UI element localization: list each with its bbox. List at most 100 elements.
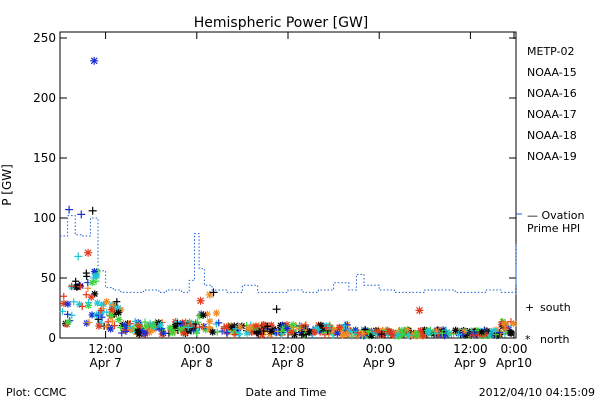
data-point (231, 331, 239, 339)
data-point (478, 328, 486, 336)
data-point (209, 288, 218, 297)
plot-frame (59, 31, 517, 339)
data-point (253, 329, 261, 337)
data-point (195, 323, 203, 331)
data-point (500, 320, 508, 328)
data-point (298, 331, 306, 339)
data-point (96, 310, 104, 318)
data-point (184, 324, 192, 332)
data-point (442, 326, 450, 334)
ovation-path (60, 215, 517, 295)
data-point (364, 327, 372, 335)
x-tick-label-date: Apr 8 (272, 356, 304, 370)
data-point (90, 56, 99, 65)
data-point (141, 329, 149, 337)
data-point (103, 323, 111, 331)
data-point (260, 327, 268, 335)
legend-metp-02: METP-02 (527, 45, 575, 58)
data-point (82, 291, 90, 299)
data-point (264, 322, 272, 330)
data-point (454, 330, 462, 338)
data-point (236, 330, 244, 338)
ovation-prime-hpi-line (60, 213, 522, 295)
data-point (108, 317, 116, 325)
data-point (311, 328, 319, 336)
x-tick-label-time: 0:00 (501, 342, 528, 356)
footer-timestamp: 2012/04/10 04:15:09 (479, 386, 595, 399)
y-tick-label: 150 (33, 151, 56, 165)
y-tick-label: 50 (41, 271, 56, 285)
x-tick-label-time: 0:00 (366, 342, 393, 356)
data-point (78, 302, 86, 310)
data-point (405, 331, 413, 339)
data-point (447, 330, 455, 338)
data-point (64, 300, 72, 308)
data-point (506, 329, 514, 337)
data-point (131, 317, 139, 325)
data-point (115, 309, 123, 317)
data-point (166, 324, 174, 332)
data-point (107, 311, 115, 319)
data-point (438, 329, 446, 337)
footer-plot-credit: Plot: CCMC (6, 386, 67, 399)
data-point (85, 318, 93, 326)
data-point (340, 322, 348, 330)
x-tick-label-date: Apr10 (496, 356, 532, 370)
data-point (118, 329, 126, 337)
data-point (103, 308, 111, 316)
data-point (72, 277, 80, 285)
data-point (496, 329, 504, 337)
data-point (228, 323, 236, 331)
data-point (88, 206, 97, 215)
data-point (103, 298, 111, 306)
symbol-legend: + south * north (525, 301, 571, 346)
data-point (130, 324, 138, 332)
data-point (64, 310, 72, 318)
data-point (84, 248, 93, 257)
data-point (424, 328, 432, 336)
data-point (260, 321, 268, 329)
x-tick-label-time: 12:00 (453, 342, 488, 356)
ovation-label-line1: — Ovation (527, 209, 585, 222)
data-point (267, 327, 275, 335)
data-point (110, 322, 118, 330)
data-point (88, 311, 96, 319)
data-point (314, 325, 322, 333)
data-point (60, 292, 68, 300)
data-point (194, 318, 202, 326)
data-point (419, 332, 427, 340)
data-point (399, 330, 407, 338)
data-point (75, 281, 83, 289)
north-symbol: * (525, 333, 531, 346)
data-point (199, 311, 207, 319)
data-point (501, 325, 509, 333)
data-point (82, 269, 90, 277)
north-label: north (540, 333, 570, 346)
data-point (220, 323, 228, 331)
footer-date-and-time: Date and Time (246, 386, 327, 399)
data-point (64, 318, 72, 326)
x-tick-label-date: Apr 8 (181, 356, 213, 370)
legend-noaa-18: NOAA-18 (527, 129, 577, 142)
data-point (209, 328, 217, 336)
legend-noaa-17: NOAA-17 (527, 108, 577, 121)
data-point (244, 324, 252, 332)
data-point (385, 328, 393, 336)
data-point (267, 321, 275, 329)
data-point (160, 329, 168, 337)
data-point (470, 330, 478, 338)
data-point (146, 319, 154, 327)
data-point (141, 318, 149, 326)
data-point (252, 322, 260, 330)
data-point (205, 290, 214, 299)
y-tick-label: 100 (33, 211, 56, 225)
legend-noaa-16: NOAA-16 (527, 87, 577, 100)
legend-noaa-15: NOAA-15 (527, 66, 577, 79)
data-point (272, 305, 281, 314)
data-point (322, 324, 330, 332)
data-point (289, 321, 297, 329)
data-point (341, 321, 349, 329)
data-point (243, 329, 251, 337)
data-point (104, 318, 112, 326)
